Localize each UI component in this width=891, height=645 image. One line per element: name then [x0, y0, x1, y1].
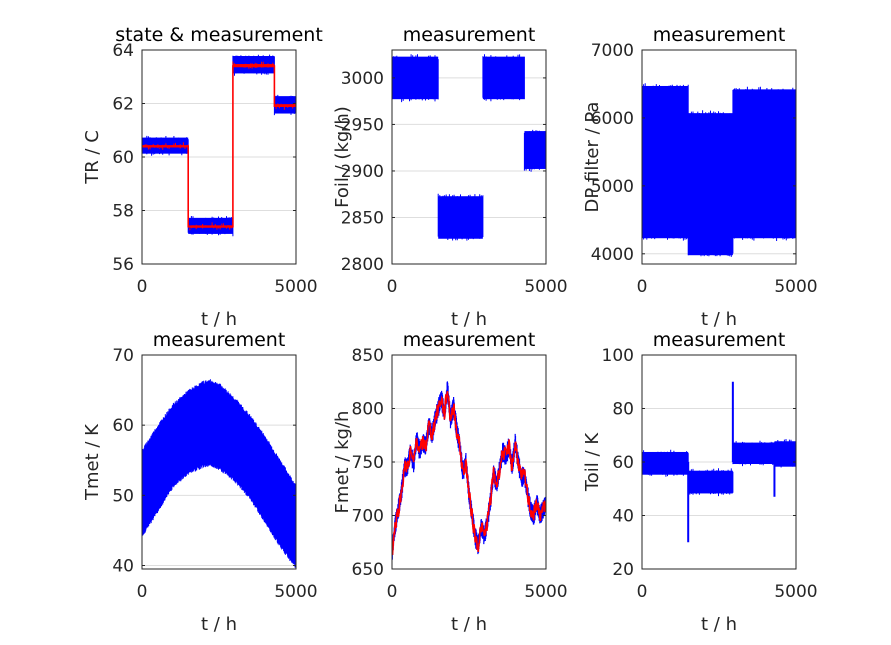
x-tick-label: 5000: [524, 277, 567, 297]
y-tick-label: 62: [112, 95, 134, 115]
y-tick-label: 2850: [341, 208, 384, 228]
subplot-5: 650 700 750 800 850 0 5000 measurement t / h Fmet…: [332, 329, 568, 635]
y-tick-label: 3000: [341, 69, 384, 89]
y-tick-label: 40: [112, 556, 134, 576]
series-band: [732, 89, 796, 239]
x-tick-label: 5000: [774, 582, 817, 602]
series-noise: [523, 129, 546, 172]
series-noise: [687, 110, 734, 257]
x-tick-label: 0: [637, 582, 648, 602]
series-band: [642, 451, 689, 475]
y-tick-label: 2950: [341, 115, 384, 135]
y-tick-label: 70: [112, 346, 134, 366]
x-tick-label: 0: [137, 277, 148, 297]
subplot-title: measurement: [403, 329, 536, 351]
data-layer: [392, 54, 546, 241]
x-tick-label: 0: [137, 582, 148, 602]
grid-lines: [392, 408, 546, 516]
y-tick-label: 800: [352, 400, 384, 420]
y-tick-label: 850: [352, 346, 384, 366]
y-tick-label: 7000: [591, 41, 634, 61]
series-band: [392, 56, 439, 100]
y-tick-label: 60: [612, 453, 634, 473]
axes-box: [641, 49, 797, 265]
y-tick-label: 40: [612, 507, 634, 527]
subplot-1: 56 58 60 62 64 0 5000 state & measurement t / h T…: [82, 24, 323, 330]
series-band: [642, 85, 689, 239]
y-axis-label: Foil / (kg/h): [332, 106, 353, 208]
x-tick-label: 5000: [274, 277, 317, 297]
series-noise: [642, 83, 689, 241]
series-state-line: [142, 65, 296, 228]
y-axis-label: Toil / K: [582, 432, 603, 492]
x-tick-label: 5000: [274, 582, 317, 602]
axes-box: [141, 354, 297, 570]
series-noise: [732, 86, 796, 241]
y-tick-label: 4000: [591, 245, 634, 265]
x-axis-label: t / h: [201, 614, 237, 635]
y-tick-label: 50: [112, 486, 134, 506]
data-layer: [142, 379, 296, 568]
x-axis-label: t / h: [701, 309, 737, 330]
y-tick-label: 2800: [341, 255, 384, 275]
y-tick-label: 58: [112, 202, 134, 222]
subplot-title: state & measurement: [115, 24, 323, 46]
y-tick-label: 2900: [341, 162, 384, 182]
y-tick-label: 80: [612, 400, 634, 420]
data-layer: [142, 54, 296, 237]
series-noise: [773, 439, 796, 468]
subplot-4: 40 50 60 70 0 5000 measurement t / h Tmet / K: [82, 329, 318, 635]
series-noise: [482, 54, 525, 102]
series-noise: [392, 54, 439, 103]
subplot-title: measurement: [403, 24, 536, 46]
data-layer: [392, 381, 546, 560]
subplot-3: 4000 5000 6000 7000 0 5000 measurement t / h DP …: [582, 24, 818, 330]
subplot-2: 2800 2850 2900 2950 3000 0 5000 measurement t / …: [332, 24, 568, 330]
x-tick-label: 5000: [524, 582, 567, 602]
series-envelope-noise: [142, 379, 296, 568]
y-tick-label: 6000: [591, 109, 634, 129]
x-tick-label: 0: [387, 277, 398, 297]
x-axis-label: t / h: [451, 614, 487, 635]
y-axis-label: DP filter / Pa: [582, 102, 603, 213]
y-tick-label: 100: [602, 346, 634, 366]
subplot-title: measurement: [653, 329, 786, 351]
y-tick-label: 5000: [591, 177, 634, 197]
x-tick-label: 5000: [774, 277, 817, 297]
y-tick-label: 56: [112, 255, 134, 275]
subplot-title: measurement: [153, 329, 286, 351]
y-axis-label: TR / C: [82, 130, 103, 185]
subplot-title: measurement: [653, 24, 786, 46]
y-tick-label: 700: [352, 507, 384, 527]
x-axis-label: t / h: [701, 614, 737, 635]
y-tick-label: 64: [112, 41, 134, 61]
y-axis-label: Fmet / kg/h: [332, 411, 353, 514]
subplot-6: 20 40 60 80 100 0 5000 measurement t / h Toil / K: [582, 329, 818, 635]
y-tick-label: 60: [112, 416, 134, 436]
x-tick-label: 0: [637, 277, 648, 297]
axes-box: [391, 49, 547, 265]
x-tick-label: 0: [387, 582, 398, 602]
y-axis-label: Tmet / K: [82, 423, 103, 501]
x-axis-label: t / h: [451, 309, 487, 330]
series-noise: [642, 449, 689, 477]
data-layer: [642, 83, 796, 257]
y-tick-label: 20: [612, 560, 634, 580]
y-tick-label: 60: [112, 148, 134, 168]
y-tick-label: 650: [352, 560, 384, 580]
series-state-line: [392, 391, 546, 555]
data-layer: [642, 381, 796, 543]
series-noise: [437, 193, 484, 241]
grid-lines: [142, 103, 296, 211]
x-axis-label: t / h: [201, 309, 237, 330]
y-tick-label: 750: [352, 453, 384, 473]
